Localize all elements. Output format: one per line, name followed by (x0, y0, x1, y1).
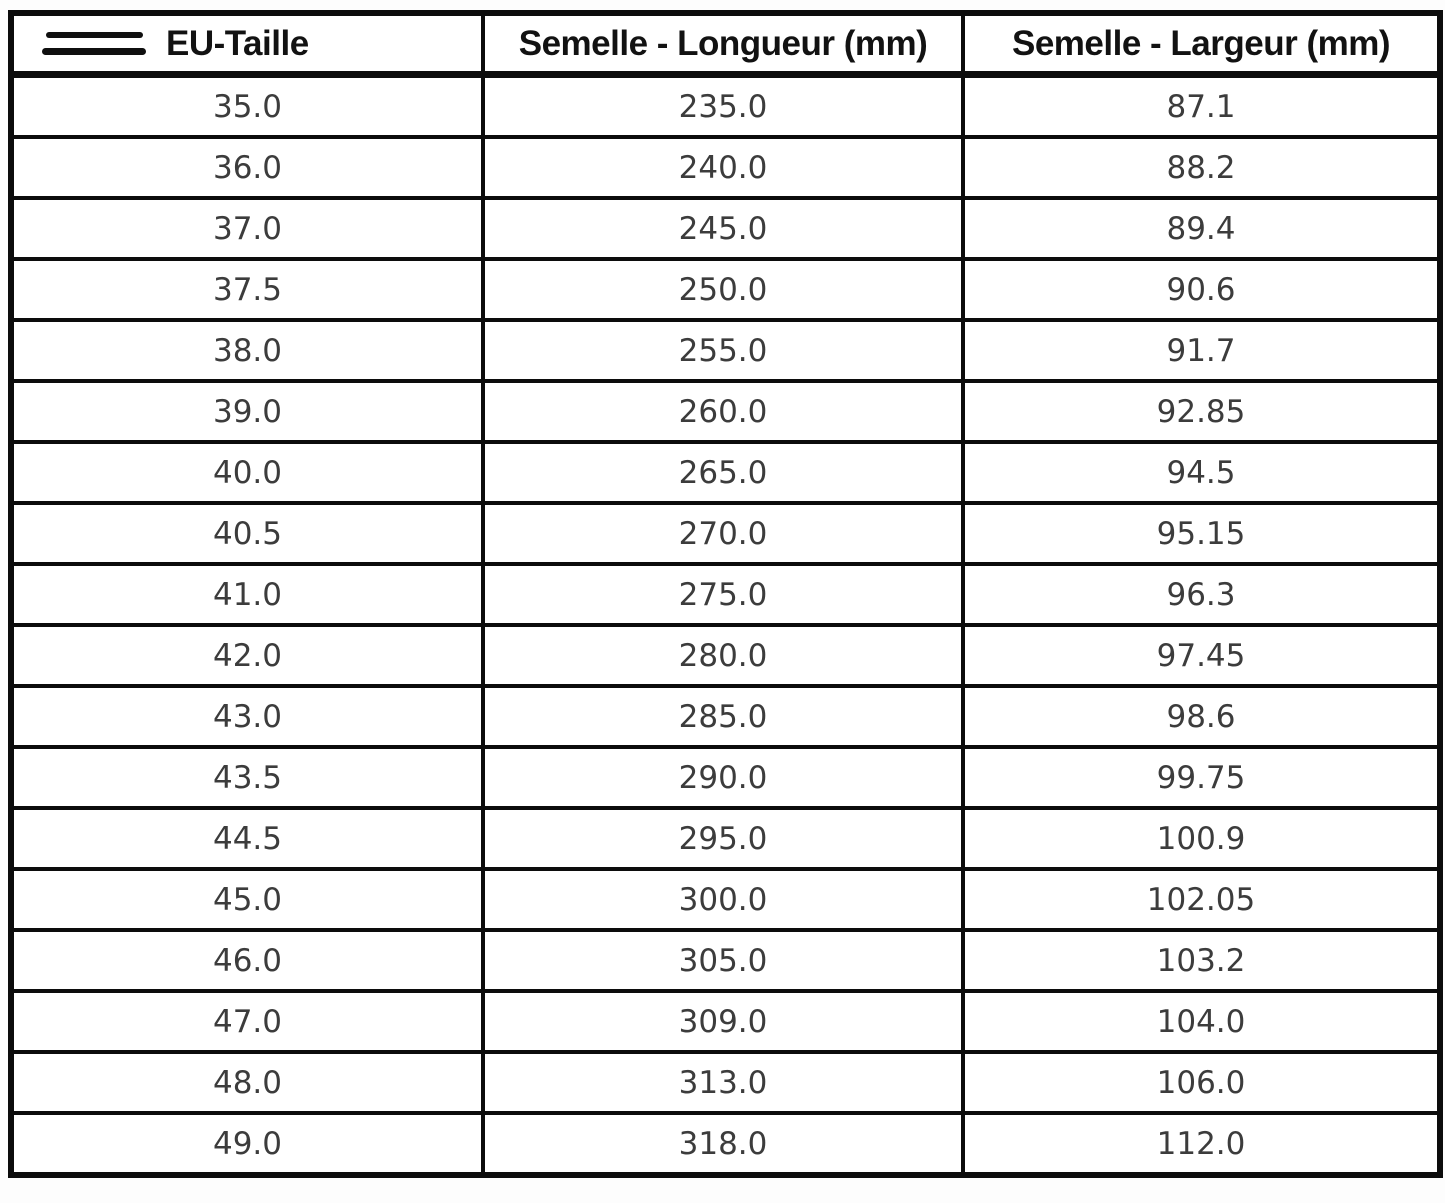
sole-length-cell: 300.0 (481, 867, 965, 932)
sole-width-cell: 90.6 (961, 257, 1442, 322)
sole-width-cell: 95.15 (961, 501, 1442, 566)
sole-width-cell: 106.0 (961, 1050, 1442, 1115)
sole-length-cell: 295.0 (481, 806, 965, 871)
sole-width-cell: 97.45 (961, 623, 1442, 688)
sole-length-cell: 245.0 (481, 196, 965, 261)
sole-width-cell: 100.9 (961, 806, 1442, 871)
sole-width-cell: 104.0 (961, 989, 1442, 1054)
header-row: EU-Taille Semelle - Longueur (mm) Semell… (9, 11, 1442, 78)
sole-length-cell: 270.0 (481, 501, 965, 566)
header-sole-length: Semelle - Longueur (mm) (481, 11, 965, 78)
eu-size-cell: 36.0 (9, 135, 485, 200)
sole-width-cell: 99.75 (961, 745, 1442, 810)
table-row: 42.0 280.0 97.45 (9, 623, 1442, 688)
sole-width-cell: 112.0 (961, 1111, 1442, 1177)
eu-size-cell: 35.0 (9, 72, 485, 139)
sole-length-cell: 275.0 (481, 562, 965, 627)
double-bar-icon (42, 32, 146, 55)
table-row: 36.0 240.0 88.2 (9, 135, 1442, 200)
table-row: 37.0 245.0 89.4 (9, 196, 1442, 261)
header-sole-width: Semelle - Largeur (mm) (961, 11, 1442, 78)
sole-width-cell: 88.2 (961, 135, 1442, 200)
table-row: 45.0 300.0 102.05 (9, 867, 1442, 932)
sole-length-cell: 260.0 (481, 379, 965, 444)
sole-length-cell: 285.0 (481, 684, 965, 749)
eu-size-cell: 41.0 (9, 562, 485, 627)
eu-size-cell: 37.0 (9, 196, 485, 261)
sole-width-cell: 91.7 (961, 318, 1442, 383)
sole-length-cell: 235.0 (481, 72, 965, 139)
table-row: 40.5 270.0 95.15 (9, 501, 1442, 566)
sole-length-cell: 280.0 (481, 623, 965, 688)
eu-size-cell: 45.0 (9, 867, 485, 932)
eu-size-cell: 46.0 (9, 928, 485, 993)
table-row: 41.0 275.0 96.3 (9, 562, 1442, 627)
eu-size-cell: 43.0 (9, 684, 485, 749)
header-sole-width-label: Semelle - Largeur (mm) (1012, 23, 1391, 63)
table-row: 47.0 309.0 104.0 (9, 989, 1442, 1054)
table-row: 49.0 318.0 112.0 (9, 1111, 1442, 1177)
sole-width-cell: 102.05 (961, 867, 1442, 932)
sole-length-cell: 240.0 (481, 135, 965, 200)
sole-length-cell: 305.0 (481, 928, 965, 993)
table-row: 46.0 305.0 103.2 (9, 928, 1442, 993)
size-chart-table: EU-Taille Semelle - Longueur (mm) Semell… (8, 10, 1443, 1178)
eu-size-cell: 37.5 (9, 257, 485, 322)
sole-length-cell: 313.0 (481, 1050, 965, 1115)
sole-length-cell: 318.0 (481, 1111, 965, 1177)
header-eu-size-label: EU-Taille (166, 23, 309, 63)
table-row: 43.0 285.0 98.6 (9, 684, 1442, 749)
eu-size-cell: 40.5 (9, 501, 485, 566)
sole-length-cell: 250.0 (481, 257, 965, 322)
sole-width-cell: 96.3 (961, 562, 1442, 627)
header-sole-length-label: Semelle - Longueur (mm) (518, 23, 928, 63)
sole-length-cell: 309.0 (481, 989, 965, 1054)
sole-length-cell: 255.0 (481, 318, 965, 383)
eu-size-cell: 42.0 (9, 623, 485, 688)
sole-width-cell: 87.1 (961, 72, 1442, 139)
eu-size-cell: 38.0 (9, 318, 485, 383)
header-eu-size: EU-Taille (9, 11, 485, 78)
table-row: 48.0 313.0 106.0 (9, 1050, 1442, 1115)
eu-size-cell: 43.5 (9, 745, 485, 810)
eu-size-cell: 49.0 (9, 1111, 485, 1177)
table-row: 35.0 235.0 87.1 (9, 72, 1442, 139)
sole-length-cell: 290.0 (481, 745, 965, 810)
table-row: 43.5 290.0 99.75 (9, 745, 1442, 810)
eu-size-cell: 48.0 (9, 1050, 485, 1115)
eu-size-cell: 44.5 (9, 806, 485, 871)
table-row: 40.0 265.0 94.5 (9, 440, 1442, 505)
eu-size-cell: 39.0 (9, 379, 485, 444)
table-row: 38.0 255.0 91.7 (9, 318, 1442, 383)
table-row: 44.5 295.0 100.9 (9, 806, 1442, 871)
sole-width-cell: 98.6 (961, 684, 1442, 749)
sole-length-cell: 265.0 (481, 440, 965, 505)
sole-width-cell: 103.2 (961, 928, 1442, 993)
eu-size-cell: 47.0 (9, 989, 485, 1054)
eu-size-cell: 40.0 (9, 440, 485, 505)
sole-width-cell: 92.85 (961, 379, 1442, 444)
table-row: 37.5 250.0 90.6 (9, 257, 1442, 322)
sole-width-cell: 94.5 (961, 440, 1442, 505)
table-row: 39.0 260.0 92.85 (9, 379, 1442, 444)
sole-width-cell: 89.4 (961, 196, 1442, 261)
